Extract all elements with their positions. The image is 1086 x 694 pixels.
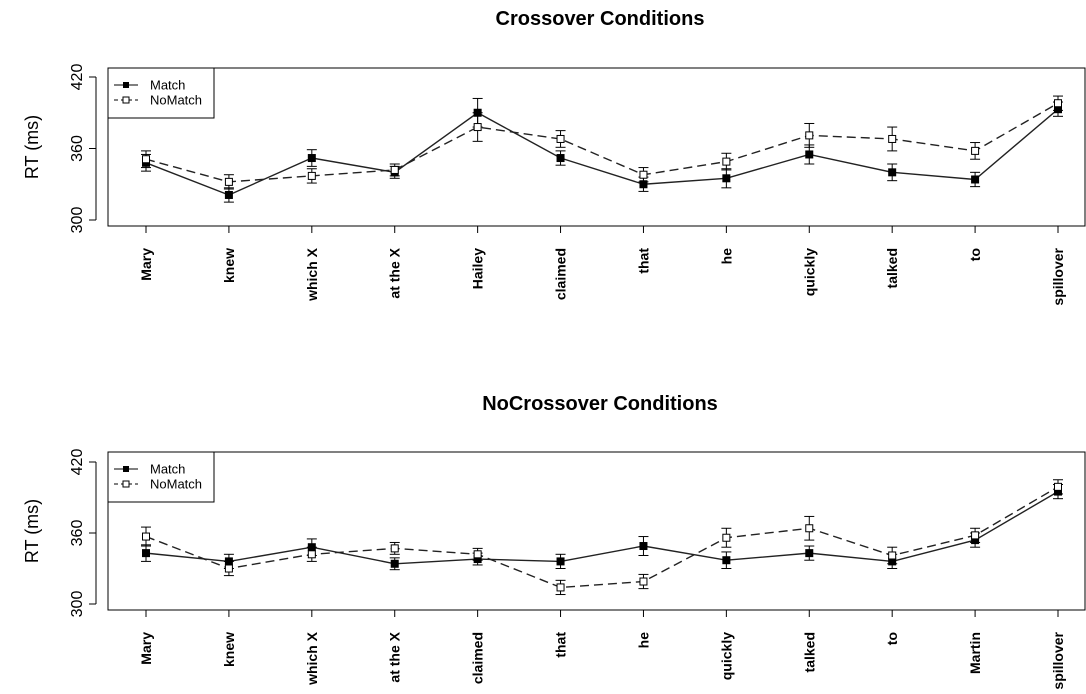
chart-title: Crossover Conditions [496, 8, 705, 30]
data-point [390, 544, 399, 553]
data-point [639, 170, 648, 179]
y-tick-label: 420 [69, 449, 86, 476]
data-point [639, 542, 648, 551]
data-point [722, 533, 731, 542]
x-tick-label: Martin [967, 632, 983, 674]
chart-panel-2: NoCrossover Conditions 300 360 420 RT (ms) Ma… [22, 393, 1086, 690]
x-tick-label: quickly [718, 632, 734, 680]
x-tick-label: Mary [138, 632, 154, 665]
data-point [224, 190, 233, 199]
x-tick-label: he [635, 632, 651, 649]
x-tick-label: Hailey [470, 248, 486, 289]
data-point [224, 564, 233, 573]
x-tick-label: at the X [387, 247, 403, 298]
x-tick-label: which X [304, 247, 320, 302]
legend-label: NoMatch [150, 477, 202, 492]
x-tick-label: talked [801, 632, 817, 672]
data-point [556, 583, 565, 592]
x-tick-label: that [553, 632, 569, 658]
data-point [888, 551, 897, 560]
chart-panel-1: Crossover Conditions 300 360 420 RT (ms) Mary… [22, 8, 1086, 306]
series-line [145, 108, 1059, 196]
series-match [141, 97, 1063, 203]
x-tick-label: talked [884, 248, 900, 288]
data-point [307, 171, 316, 180]
data-point [639, 577, 648, 586]
y-tick-label: 300 [69, 207, 86, 234]
x-tick-label: at the X [387, 631, 403, 682]
x-tick-label: to [884, 632, 900, 645]
legend-marker [122, 480, 130, 488]
legend-marker [122, 96, 130, 104]
series-line [145, 102, 1059, 183]
legend-box [107, 451, 215, 503]
data-point [473, 550, 482, 559]
x-tick-label: he [718, 248, 734, 265]
x-tick-label: knew [221, 248, 237, 283]
legend-box [107, 67, 215, 119]
data-point [805, 524, 814, 533]
x-tick-label: Mary [138, 248, 154, 281]
x-tick-label: spillover [1050, 247, 1066, 305]
y-axis-label: RT (ms) [22, 115, 42, 179]
legend-label: NoMatch [150, 93, 202, 108]
x-tick-label: that [635, 248, 651, 274]
data-point [142, 532, 150, 541]
y-axis-label: RT (ms) [22, 499, 42, 563]
data-point [722, 157, 731, 166]
data-point [142, 549, 150, 558]
data-point [971, 146, 980, 155]
data-point [971, 175, 980, 184]
series-line [145, 490, 1059, 565]
y-tick-label: 300 [69, 591, 86, 618]
data-point [722, 174, 731, 183]
y-tick-label: 360 [69, 135, 86, 162]
data-point [390, 165, 399, 174]
data-point [1054, 482, 1062, 491]
series-match [141, 483, 1063, 571]
data-point [805, 150, 814, 159]
data-point [390, 559, 399, 568]
x-tick-label: claimed [553, 248, 569, 300]
x-tick-label: to [967, 248, 983, 261]
x-tick-label: knew [221, 632, 237, 667]
legend-label: Match [150, 462, 185, 477]
plot-frame [107, 451, 1086, 611]
series-nomatch [141, 95, 1063, 190]
plot-frame [107, 67, 1086, 227]
series-nomatch [141, 479, 1063, 596]
y-tick-label: 420 [69, 64, 86, 91]
data-point [805, 131, 814, 140]
data-point [224, 177, 233, 186]
x-tick-label: claimed [470, 632, 486, 684]
data-point [971, 531, 980, 540]
x-tick-label: spillover [1050, 631, 1066, 689]
chart-title: NoCrossover Conditions [482, 393, 718, 415]
data-point [556, 557, 565, 566]
x-tick-label: which X [304, 631, 320, 686]
legend-label: Match [150, 78, 185, 93]
data-point [307, 550, 316, 559]
data-point [142, 155, 150, 164]
legend-marker [123, 82, 129, 88]
legend-marker [123, 466, 129, 472]
data-point [307, 154, 316, 163]
y-tick-label: 360 [69, 520, 86, 547]
data-point [722, 556, 731, 565]
data-point [1054, 99, 1062, 108]
data-point [805, 549, 814, 558]
data-point [888, 168, 897, 177]
data-point [473, 123, 482, 132]
data-point [888, 134, 897, 143]
x-tick-label: quickly [801, 248, 817, 296]
series-line [145, 486, 1059, 589]
data-point [556, 154, 565, 163]
data-point [556, 134, 565, 143]
